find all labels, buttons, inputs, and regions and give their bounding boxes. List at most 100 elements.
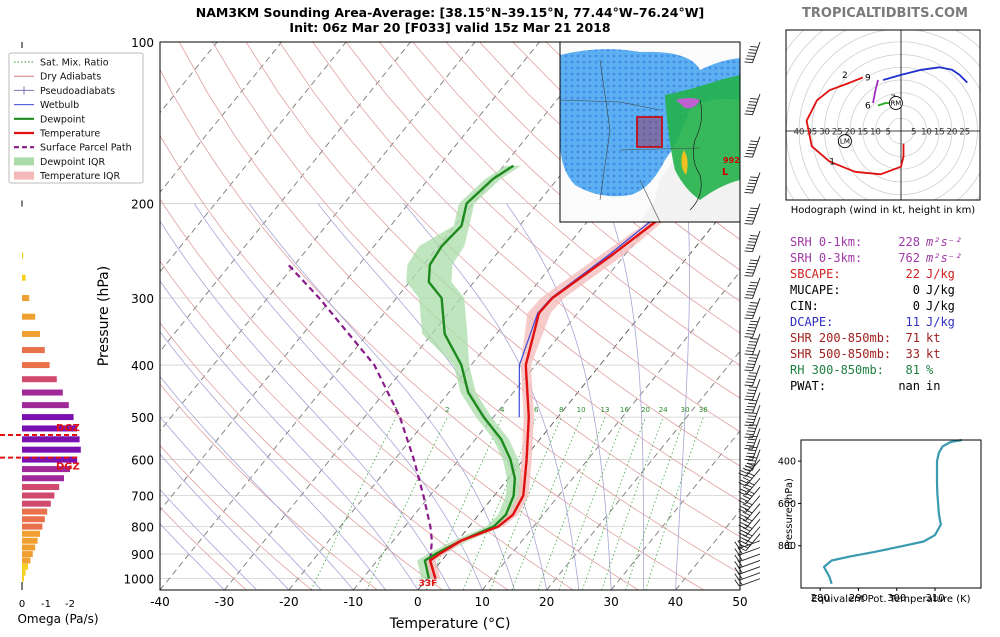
param-label: SRH 0-1km: xyxy=(790,235,862,249)
wind-barb-flag xyxy=(747,389,756,392)
hodograph-ring-label: 20 xyxy=(947,128,958,138)
wind-barb-flag xyxy=(744,317,753,320)
hodograph-trace xyxy=(882,66,968,84)
wind-barb-flag xyxy=(748,49,758,51)
omega-xlabel: Omega (Pa/s) xyxy=(17,612,98,626)
wind-barb-staff xyxy=(752,41,761,63)
dry-adiabat xyxy=(160,444,313,590)
param-label: PWAT: xyxy=(790,379,826,393)
wind-barb-flag xyxy=(744,465,753,470)
param-unit: in xyxy=(926,379,940,393)
mixing-ratio-line xyxy=(310,416,397,590)
theta-e-ytick-label: 400 xyxy=(778,457,796,468)
wind-barb-flag xyxy=(746,472,755,477)
isotherm xyxy=(160,42,540,512)
wind-barb-flag xyxy=(748,179,758,182)
dry-adiabat xyxy=(345,42,740,399)
theta-e-xtick-label: 290 xyxy=(849,593,868,604)
wind-barb-flag xyxy=(744,191,753,194)
legend-label: Dewpoint IQR xyxy=(40,157,105,168)
param-value: 33 xyxy=(906,347,920,361)
omega-bar xyxy=(22,475,64,482)
wind-barb-flag xyxy=(746,489,755,495)
wind-barb-staff xyxy=(752,316,761,338)
omega-bar xyxy=(22,456,78,463)
wind-barb-flag xyxy=(748,357,758,359)
wind-barb-flag xyxy=(744,424,753,427)
wind-barb-flag xyxy=(734,579,740,587)
param-label: CIN: xyxy=(790,299,819,313)
param-unit: J/kg xyxy=(926,283,955,297)
temperature-tick-label: 40 xyxy=(668,595,683,609)
param-label: SBCAPE: xyxy=(790,267,841,281)
wind-barb-staff xyxy=(752,93,761,115)
wind-barb-flag xyxy=(734,541,740,549)
omega-bar xyxy=(22,563,28,570)
omega-bar xyxy=(22,362,50,369)
wind-barb-flag xyxy=(742,519,751,524)
omega-bar xyxy=(22,274,26,281)
wind-barb-flag xyxy=(748,210,758,213)
hodograph-trace xyxy=(872,79,879,104)
temperature-tick-label: 30 xyxy=(603,595,618,609)
wind-barb-staff xyxy=(752,404,761,426)
legend-swatch xyxy=(14,171,34,180)
wind-barb-flag xyxy=(747,182,756,185)
dry-adiabat xyxy=(212,42,740,538)
wind-barb-staff xyxy=(752,277,761,299)
mixing-ratio-line xyxy=(489,416,562,590)
pressure-tick-label: 600 xyxy=(131,454,154,468)
wind-barb-flag xyxy=(747,326,756,329)
legend-swatch xyxy=(14,157,34,166)
param-value: 762 xyxy=(898,251,920,265)
wind-barb-flag xyxy=(745,395,754,398)
wind-barb-staff xyxy=(752,172,761,194)
wind-barb-flag xyxy=(744,275,753,277)
wind-barb-staff xyxy=(739,540,761,549)
wind-barb-flag xyxy=(746,216,755,219)
average-area-box xyxy=(636,116,663,148)
wind-barb-flag xyxy=(746,347,755,349)
wind-barb-flag xyxy=(748,262,758,265)
wind-barb-flag xyxy=(748,456,758,459)
radar-mix-area xyxy=(676,98,700,109)
wind-barb-flag xyxy=(744,113,753,116)
wind-barb-flag xyxy=(744,61,753,64)
dry-adiabat xyxy=(312,42,740,433)
wind-barb-flag xyxy=(744,524,753,529)
dry-adiabat xyxy=(160,198,574,590)
pseudoadiabat xyxy=(505,203,612,590)
wind-barb-flag xyxy=(740,488,749,493)
wind-barb-flag xyxy=(745,333,754,335)
wind-barb-flag xyxy=(745,271,754,274)
wind-barb-flag xyxy=(734,554,740,562)
wind-barb-flag xyxy=(744,369,753,372)
param-label: RH 300-850mb: xyxy=(790,363,884,377)
wind-barb-flag xyxy=(747,449,756,452)
wind-barb-staff xyxy=(752,333,761,355)
wind-barb-flag xyxy=(745,152,754,155)
wind-barb-flag xyxy=(745,58,754,61)
wind-barb-staff xyxy=(739,566,761,575)
wind-barb-flag xyxy=(750,98,759,100)
legend-label: Dry Adiabats xyxy=(40,72,101,83)
theta-e-ytick-label: 800 xyxy=(778,541,796,552)
wind-barb-flag xyxy=(747,265,756,268)
pressure-tick-label: 900 xyxy=(131,548,154,562)
wind-barb-flag xyxy=(747,287,756,290)
wind-barb-flag xyxy=(746,462,755,467)
wind-barb-flag xyxy=(748,372,758,374)
skewt-ylabel: Pressure (hPa) xyxy=(96,266,112,366)
wind-barb-flag xyxy=(747,241,756,243)
hodograph-ring-label: 40 xyxy=(794,128,805,138)
param-label: DCAPE: xyxy=(790,315,833,329)
figure-subtitle: Init: 06z Mar 20 [F033] valid 15z Mar 21… xyxy=(289,20,610,35)
wind-barb-flag xyxy=(744,250,753,253)
isotherm xyxy=(481,271,740,590)
wind-barb-flag xyxy=(750,281,759,284)
mixing-ratio-line xyxy=(558,416,625,590)
wind-barb-flag xyxy=(745,294,754,296)
hodograph-ring-label: 20 xyxy=(845,128,856,138)
param-unit: J/kg xyxy=(926,315,955,329)
